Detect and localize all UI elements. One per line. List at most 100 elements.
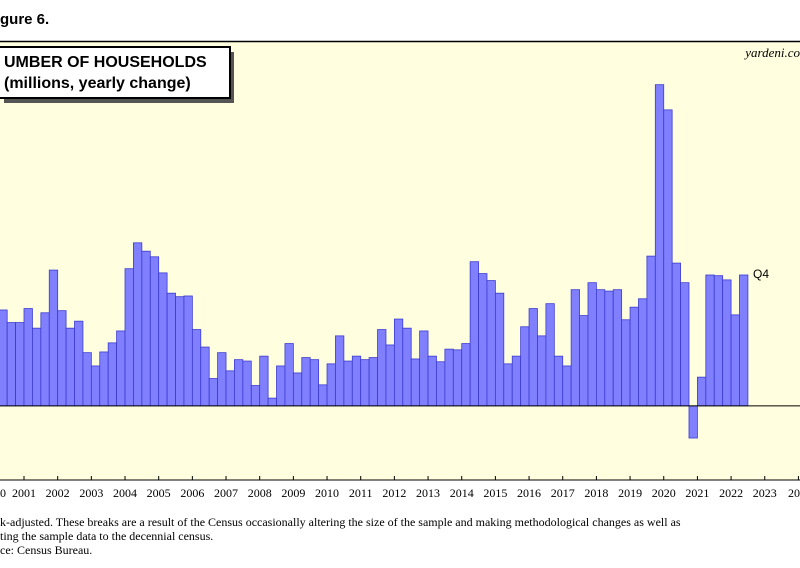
bar [444, 348, 454, 407]
x-tick-label: 2001 [12, 486, 36, 500]
bar [638, 298, 648, 407]
bar [175, 296, 185, 407]
bar [82, 352, 92, 407]
bar [579, 315, 589, 407]
x-tick-label: 2017 [551, 486, 575, 500]
bar [74, 320, 84, 407]
bar [427, 355, 437, 407]
bar [528, 308, 538, 407]
bar [587, 282, 597, 407]
x-tick-label: 0 [0, 486, 6, 500]
bar [520, 326, 530, 407]
bar [124, 268, 134, 407]
bar [65, 327, 75, 407]
bar [32, 327, 42, 407]
x-tick-label: 2013 [416, 486, 440, 500]
bar [385, 344, 395, 407]
bar [494, 292, 505, 407]
bar [0, 309, 8, 407]
x-tick-label: 2016 [517, 486, 541, 500]
chart-title: UMBER OF HOUSEHOLDS [4, 54, 207, 71]
bar [90, 365, 101, 407]
bar [40, 312, 50, 407]
bar [242, 360, 252, 407]
bar [208, 378, 219, 407]
x-tick-label: 2014 [450, 486, 474, 500]
bar [351, 355, 362, 407]
bar [663, 109, 673, 407]
bar [671, 262, 681, 407]
x-tick-label: 2020 [652, 486, 676, 500]
bar [478, 273, 488, 407]
bar [259, 355, 269, 407]
bar [680, 282, 690, 407]
bar [537, 335, 547, 407]
bar [301, 357, 311, 407]
x-tick-label: 2005 [147, 486, 171, 500]
x-tick-label: 2021 [685, 486, 709, 500]
annotation: Q4 [753, 267, 769, 281]
note: ce: Census Bureau. [0, 543, 92, 557]
x-tick-label: 2019 [618, 486, 642, 500]
bar [545, 303, 555, 407]
bar [654, 84, 665, 407]
bar [402, 327, 412, 407]
bar [225, 370, 235, 407]
x-tick-label: 2011 [349, 486, 373, 500]
x-tick-label: 2015 [483, 486, 507, 500]
bar [57, 310, 67, 407]
bar [621, 319, 631, 407]
x-tick-label: 2003 [79, 486, 103, 500]
bar [612, 289, 623, 407]
bar [326, 363, 336, 407]
bar [318, 384, 328, 407]
bar [730, 314, 740, 407]
x-tick-label: 2023 [753, 486, 777, 500]
bar [646, 255, 656, 407]
bar [486, 280, 496, 407]
bar [461, 343, 471, 407]
bar [217, 352, 227, 407]
x-tick-label: 2010 [315, 486, 339, 500]
source-mark: yardeni.co [743, 45, 800, 60]
bar [309, 359, 320, 407]
bar [116, 330, 126, 407]
bar [436, 361, 446, 407]
bar [713, 275, 724, 407]
bar [393, 318, 404, 407]
bar [149, 256, 160, 407]
bar [360, 359, 370, 407]
bar [604, 290, 614, 407]
x-tick-label: 2002 [46, 486, 70, 500]
bar [250, 385, 261, 407]
bar [688, 405, 698, 439]
plot-area [0, 42, 800, 480]
bar [739, 274, 749, 407]
x-tick-label: 2009 [281, 486, 305, 500]
bar [166, 292, 176, 407]
bar [284, 343, 294, 407]
bar [6, 322, 16, 407]
bar [705, 274, 715, 407]
bar [23, 308, 33, 407]
bar [343, 360, 353, 407]
bar [368, 357, 378, 407]
x-tick-label: 20 [788, 486, 800, 500]
figure-label: gure 6. [0, 11, 49, 28]
bar [503, 363, 513, 407]
bar [595, 289, 606, 407]
bar [469, 261, 479, 407]
title-box [0, 46, 231, 99]
x-tick-label: 2012 [382, 486, 406, 500]
bar [107, 342, 117, 407]
bar [141, 250, 151, 407]
note: ting the sample data to the decennial ce… [0, 529, 213, 543]
bar [99, 351, 109, 407]
bar [292, 372, 303, 407]
bar [15, 322, 25, 407]
bars [0, 84, 749, 439]
bar [410, 358, 421, 407]
bar [722, 279, 732, 407]
